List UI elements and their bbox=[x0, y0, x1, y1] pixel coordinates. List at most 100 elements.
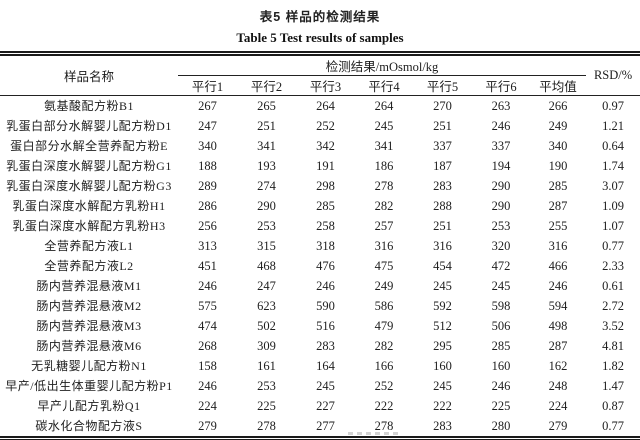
value-cell: 277 bbox=[316, 419, 335, 433]
sample-name-cell: 全营养配方液L2 bbox=[44, 259, 134, 273]
sample-name-cell: 乳蛋白深度水解配方乳粉H1 bbox=[12, 199, 166, 213]
sample-name-cell: 肠内营养混悬液M3 bbox=[36, 319, 142, 333]
table-row: 肠内营养混悬液M3 474 502 516 479 512 506 498 3.52 bbox=[0, 316, 640, 336]
rsd-cell: 1.47 bbox=[602, 379, 625, 393]
rsd-cell: 1.21 bbox=[602, 119, 625, 133]
rsd-cell: 1.07 bbox=[602, 219, 625, 233]
table-row: 肠内营养混悬液M1 246 247 246 249 245 245 246 0.61 bbox=[0, 276, 640, 296]
sample-name-cell: 乳蛋白深度水解配方乳粉H3 bbox=[12, 219, 166, 233]
value-cell: 502 bbox=[257, 319, 276, 333]
value-cell: 320 bbox=[491, 239, 511, 253]
value-cell: 278 bbox=[257, 419, 276, 433]
average-cell: 249 bbox=[548, 119, 568, 133]
value-cell: 298 bbox=[316, 179, 335, 193]
value-cell: 288 bbox=[433, 199, 452, 213]
average-cell: 285 bbox=[548, 179, 568, 193]
value-cell: 285 bbox=[491, 339, 511, 353]
value-cell: 253 bbox=[491, 219, 511, 233]
value-cell: 279 bbox=[198, 419, 217, 433]
value-cell: 474 bbox=[198, 319, 217, 333]
value-cell: 245 bbox=[491, 279, 511, 293]
value-cell: 158 bbox=[198, 359, 217, 373]
value-cell: 253 bbox=[257, 219, 276, 233]
value-cell: 256 bbox=[198, 219, 217, 233]
header-parallel-1: 平行1 bbox=[178, 75, 237, 96]
rsd-cell: 0.64 bbox=[602, 139, 625, 153]
value-cell: 289 bbox=[198, 179, 217, 193]
table-row: 全营养配方液L2 451 468 476 475 454 472 466 2.33 bbox=[0, 256, 640, 276]
value-cell: 316 bbox=[433, 239, 452, 253]
value-cell: 290 bbox=[491, 179, 511, 193]
value-cell: 191 bbox=[316, 159, 335, 173]
header-parallel-4: 平行4 bbox=[355, 75, 413, 96]
table-row: 乳蛋白深度水解配方乳粉H1 286 290 285 282 288 290 287 1.09 bbox=[0, 196, 640, 216]
page-print-artifact bbox=[348, 432, 398, 435]
sample-name-cell: 蛋白部分水解全营养配方粉E bbox=[10, 139, 168, 153]
value-cell: 295 bbox=[433, 339, 452, 353]
table-row: 全营养配方液L1 313 315 318 316 316 320 316 0.77 bbox=[0, 236, 640, 256]
value-cell: 247 bbox=[257, 279, 276, 293]
table-body: 氨基酸配方粉B1 267 265 264 264 270 263 266 0.97 乳蛋白部分水解… bbox=[0, 96, 640, 439]
table-row: 蛋白部分水解全营养配方粉E 340 341 342 341 337 337 340 0.64 bbox=[0, 136, 640, 156]
value-cell: 245 bbox=[433, 279, 452, 293]
average-cell: 266 bbox=[548, 99, 568, 113]
value-cell: 251 bbox=[257, 119, 276, 133]
value-cell: 285 bbox=[316, 199, 335, 213]
value-cell: 246 bbox=[198, 379, 217, 393]
value-cell: 246 bbox=[491, 379, 511, 393]
table-title-en: Table 5 Test results of samples bbox=[236, 30, 404, 45]
value-cell: 278 bbox=[374, 419, 394, 433]
results-table: 样品名称 检测结果/mOsmol/kg RSD/% 平行1 平行2 平行3 平行… bbox=[0, 51, 640, 440]
value-cell: 268 bbox=[198, 339, 217, 353]
header-rsd: RSD/% bbox=[586, 53, 640, 96]
value-cell: 245 bbox=[316, 379, 335, 393]
value-cell: 342 bbox=[316, 139, 335, 153]
average-cell: 190 bbox=[548, 159, 568, 173]
value-cell: 251 bbox=[433, 219, 452, 233]
sample-name-cell: 早产儿配方乳粉Q1 bbox=[37, 399, 141, 413]
value-cell: 225 bbox=[491, 399, 511, 413]
sample-name-cell: 乳蛋白深度水解婴儿配方粉G3 bbox=[6, 179, 172, 193]
sample-name-cell: 乳蛋白部分水解婴儿配方粉D1 bbox=[6, 119, 172, 133]
sample-name-cell: 肠内营养混悬液M2 bbox=[36, 299, 142, 313]
value-cell: 623 bbox=[257, 299, 276, 313]
value-cell: 267 bbox=[198, 99, 217, 113]
value-cell: 590 bbox=[316, 299, 335, 313]
value-cell: 188 bbox=[198, 159, 217, 173]
table-row: 乳蛋白深度水解配方乳粉H3 256 253 258 257 251 253 255 1.07 bbox=[0, 216, 640, 236]
value-cell: 341 bbox=[257, 139, 276, 153]
value-cell: 472 bbox=[491, 259, 511, 273]
value-cell: 193 bbox=[257, 159, 276, 173]
table-row: 乳蛋白深度水解婴儿配方粉G3 289 274 298 278 283 290 285 3.07 bbox=[0, 176, 640, 196]
table-row: 肠内营养混悬液M2 575 623 590 586 592 598 594 2.72 bbox=[0, 296, 640, 316]
value-cell: 252 bbox=[374, 379, 394, 393]
average-cell: 255 bbox=[548, 219, 568, 233]
rsd-cell: 0.77 bbox=[602, 239, 625, 253]
average-cell: 246 bbox=[548, 279, 568, 293]
value-cell: 454 bbox=[433, 259, 452, 273]
value-cell: 257 bbox=[374, 219, 394, 233]
value-cell: 476 bbox=[316, 259, 335, 273]
table-row: 乳蛋白深度水解婴儿配方粉G1 188 193 191 186 187 194 190 1.74 bbox=[0, 156, 640, 176]
average-cell: 287 bbox=[548, 199, 568, 213]
value-cell: 222 bbox=[374, 399, 394, 413]
average-cell: 466 bbox=[548, 259, 568, 273]
value-cell: 313 bbox=[198, 239, 217, 253]
value-cell: 245 bbox=[433, 379, 452, 393]
value-cell: 251 bbox=[433, 119, 452, 133]
header-result-group: 检测结果/mOsmol/kg bbox=[178, 53, 587, 76]
average-cell: 224 bbox=[548, 399, 568, 413]
value-cell: 316 bbox=[374, 239, 394, 253]
value-cell: 341 bbox=[374, 139, 394, 153]
header-parallel-3: 平行3 bbox=[296, 75, 355, 96]
rsd-cell: 4.81 bbox=[602, 339, 625, 353]
value-cell: 166 bbox=[374, 359, 394, 373]
sample-name-cell: 早产/低出生体重婴儿配方粉P1 bbox=[5, 379, 173, 393]
rsd-cell: 3.07 bbox=[602, 179, 625, 193]
value-cell: 337 bbox=[433, 139, 452, 153]
value-cell: 247 bbox=[198, 119, 217, 133]
average-cell: 594 bbox=[548, 299, 568, 313]
value-cell: 283 bbox=[433, 419, 452, 433]
value-cell: 274 bbox=[257, 179, 276, 193]
sample-name-cell: 氨基酸配方粉B1 bbox=[43, 99, 134, 113]
